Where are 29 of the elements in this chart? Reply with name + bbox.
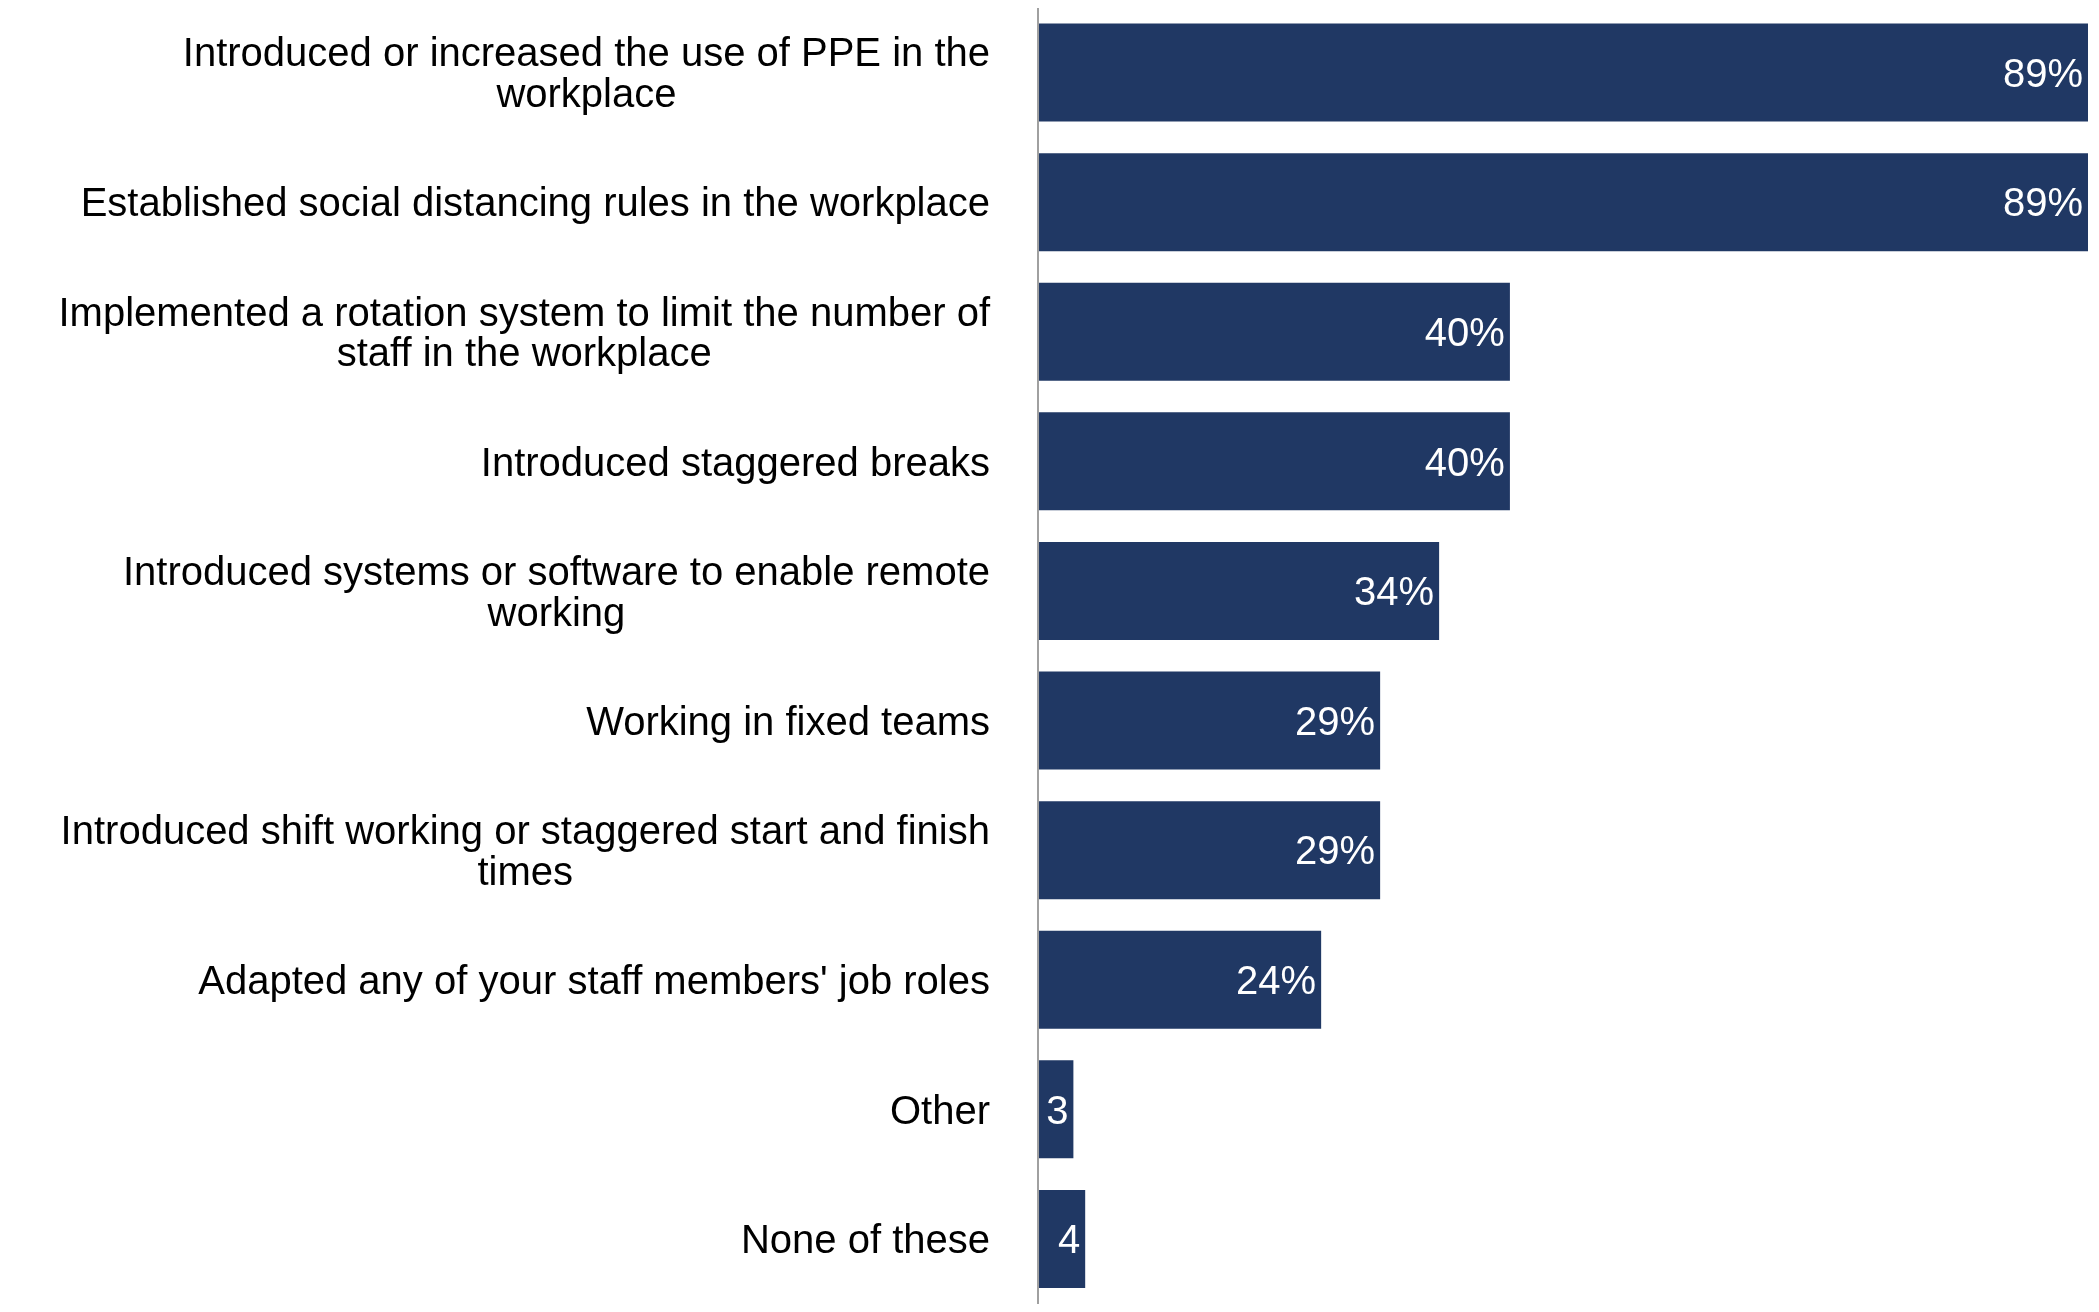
bar bbox=[1038, 1189, 1086, 1288]
bar bbox=[1038, 23, 2088, 122]
y-tick-label: Established social distancing rules in the workplace bbox=[80, 180, 990, 225]
data-label: 40% bbox=[1424, 309, 1505, 354]
y-tick-label: Introduced or increased the use of PPE in the workplace bbox=[182, 30, 990, 116]
bar bbox=[1038, 412, 1510, 511]
y-tick-label: Working in fixed teams bbox=[586, 698, 990, 743]
data-label: 4 bbox=[1057, 1217, 1081, 1262]
data-label: 40% bbox=[1424, 439, 1505, 484]
bar bbox=[1038, 671, 1381, 770]
data-label: 89% bbox=[2002, 180, 2083, 225]
bar bbox=[1038, 801, 1381, 900]
bar bbox=[1038, 930, 1322, 1029]
data-label: 24% bbox=[1236, 957, 1317, 1002]
data-label: 29% bbox=[1295, 828, 1376, 873]
bar bbox=[1038, 282, 1510, 381]
y-tick-label: Implemented a rotation system to limit the number of staff in the workplace bbox=[58, 289, 991, 375]
y-tick-label: Introduced shift working or staggered start and finish times bbox=[60, 808, 991, 893]
y-tick-label: None of these bbox=[740, 1217, 990, 1262]
y-tick-label: Introduced staggered breaks bbox=[480, 439, 990, 484]
y-tick-label: Other bbox=[889, 1087, 990, 1132]
y-tick-label: Adapted any of your staff members' job roles bbox=[198, 958, 990, 1002]
data-label: 3 bbox=[1046, 1087, 1069, 1132]
data-label: 89% bbox=[2002, 50, 2083, 95]
bar bbox=[1038, 153, 2088, 252]
data-label: 29% bbox=[1295, 698, 1376, 743]
y-tick-label: Introduced systems or software to enable remote working bbox=[122, 548, 990, 634]
data-label: 34% bbox=[1354, 569, 1435, 614]
bar bbox=[1038, 541, 1440, 640]
